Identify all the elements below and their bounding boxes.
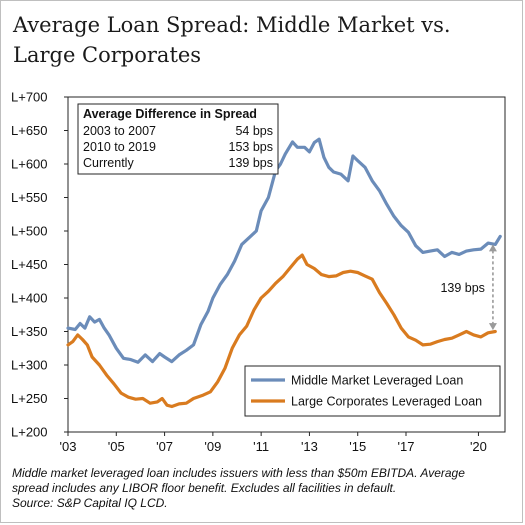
inset-table-box — [77, 103, 279, 175]
y-tick-label: L+650 — [11, 123, 48, 138]
legend-label: Middle Market Leveraged Loan — [291, 374, 463, 388]
x-tick-label: '07 — [156, 439, 173, 454]
inset-table-row-value: 139 bps — [229, 156, 273, 170]
inset-table-row-label: 2003 to 2007 — [83, 124, 156, 138]
chart-footnote: Middle market leveraged loan includes is… — [12, 466, 517, 511]
legend-box — [244, 365, 501, 417]
annotation-arrow-down-icon — [488, 323, 497, 331]
annotation-arrow-up-icon — [488, 244, 497, 252]
y-tick-label: L+700 — [11, 90, 48, 105]
y-tick-label: L+450 — [11, 257, 48, 272]
series-line-large-corporates — [66, 253, 497, 409]
x-tick-label: '11 — [253, 439, 269, 454]
x-tick-label: '13 — [301, 439, 318, 454]
x-tick-label: '17 — [398, 439, 415, 454]
chart-title-line-2: Large Corporates — [13, 43, 202, 67]
footnote-line-1: Middle market leveraged loan includes is… — [12, 466, 465, 480]
x-tick-label: '05 — [108, 439, 125, 454]
y-tick-label: L+500 — [11, 224, 48, 239]
y-tick-label: L+400 — [11, 291, 48, 306]
y-tick-label: L+250 — [11, 391, 48, 406]
footnote-source: Source: S&P Capital IQ LCD. — [12, 496, 168, 510]
annotation-label: 139 bps — [440, 281, 484, 295]
y-tick-label: L+350 — [11, 324, 48, 339]
y-tick-label: L+200 — [11, 425, 48, 440]
x-tick-label: '03 — [60, 439, 77, 454]
chart-title: Average Loan Spread: Middle Market vs. L… — [13, 10, 513, 70]
footnote-line-2: spread includes any LIBOR floor benefit.… — [12, 481, 397, 495]
legend-label: Large Corporates Leveraged Loan — [291, 395, 482, 409]
inset-table-header: Average Difference in Spread — [83, 107, 257, 121]
x-tick-label: '09 — [204, 439, 221, 454]
series-line-middle-market — [66, 137, 502, 364]
inset-table-row-value: 153 bps — [229, 140, 273, 154]
inset-table-row-value: 54 bps — [235, 124, 273, 138]
x-tick-label: '15 — [349, 439, 366, 454]
y-tick-label: L+600 — [11, 157, 48, 172]
x-tick-label: '20 — [470, 439, 487, 454]
inset-table-row-label: 2010 to 2019 — [83, 140, 156, 154]
y-tick-label: L+300 — [11, 358, 48, 373]
chart-title-line-1: Average Loan Spread: Middle Market vs. — [13, 13, 451, 37]
inset-table-row-label: Currently — [83, 156, 134, 170]
y-tick-label: L+550 — [11, 190, 48, 205]
